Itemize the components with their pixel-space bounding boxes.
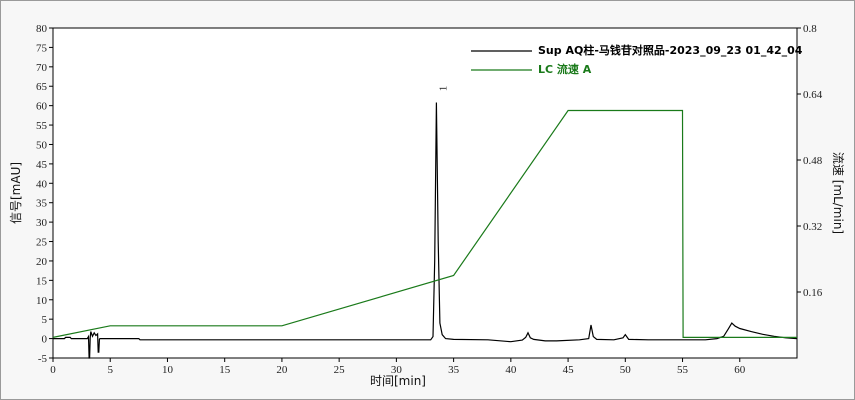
x-tick-label: 40: [505, 364, 517, 376]
x-tick-label: 35: [448, 364, 460, 376]
x-tick-label: 60: [734, 364, 746, 376]
y-tick-label: 10: [36, 295, 48, 307]
y-tick-label: -5: [38, 353, 48, 365]
x-tick-label: 5: [107, 364, 113, 376]
x-tick-label: 50: [620, 364, 632, 376]
x-tick-label: 45: [563, 364, 575, 376]
legend-label: Sup AQ柱-马钱苷对照品-2023_09_23 01_42_04: [538, 43, 803, 57]
y2-tick-label: 0.16: [803, 287, 823, 299]
x-tick-label: 20: [276, 364, 288, 376]
plot-area: [52, 27, 798, 359]
y2-tick-label: 0.8: [803, 23, 817, 35]
x-tick-label: 10: [162, 364, 174, 376]
y2-tick-label: 0.64: [803, 89, 823, 101]
y-tick-label: 50: [36, 139, 48, 151]
y2-axis-label: 流速 [mL/min]: [831, 152, 845, 234]
flow-rate-trace: [52, 109, 797, 338]
legend-label: LC 流速 A: [538, 62, 592, 76]
x-tick-label: 15: [219, 364, 231, 376]
y2-tick-label: 0.48: [803, 155, 823, 167]
y-tick-label: 35: [36, 198, 48, 210]
y-axis-label: 信号[mAU]: [9, 162, 23, 224]
y-tick-label: 60: [36, 101, 48, 113]
y-tick-label: 0: [42, 334, 48, 346]
x-tick-label: 0: [50, 364, 56, 376]
y-tick-label: 70: [36, 62, 48, 74]
y-tick-label: 25: [36, 237, 48, 249]
y-tick-label: 20: [36, 256, 48, 268]
y-tick-label: 55: [36, 120, 48, 132]
y-tick-label: 30: [36, 217, 48, 229]
y-tick-label: 15: [36, 275, 48, 287]
y-tick-label: 80: [36, 23, 48, 35]
y2-tick-label: 0.32: [803, 221, 822, 233]
x-tick-label: 25: [334, 364, 346, 376]
y-tick-label: 75: [36, 42, 48, 54]
y-tick-label: 40: [36, 178, 48, 190]
x-tick-label: 30: [391, 364, 403, 376]
x-tick-label: 55: [677, 364, 689, 376]
y-tick-label: 45: [36, 159, 48, 171]
peak-label: 1: [437, 86, 449, 92]
y-tick-label: 5: [42, 314, 48, 326]
signal-trace: [53, 102, 798, 359]
y-tick-label: 65: [36, 81, 48, 93]
x-axis-label: 时间[min]: [370, 374, 426, 388]
